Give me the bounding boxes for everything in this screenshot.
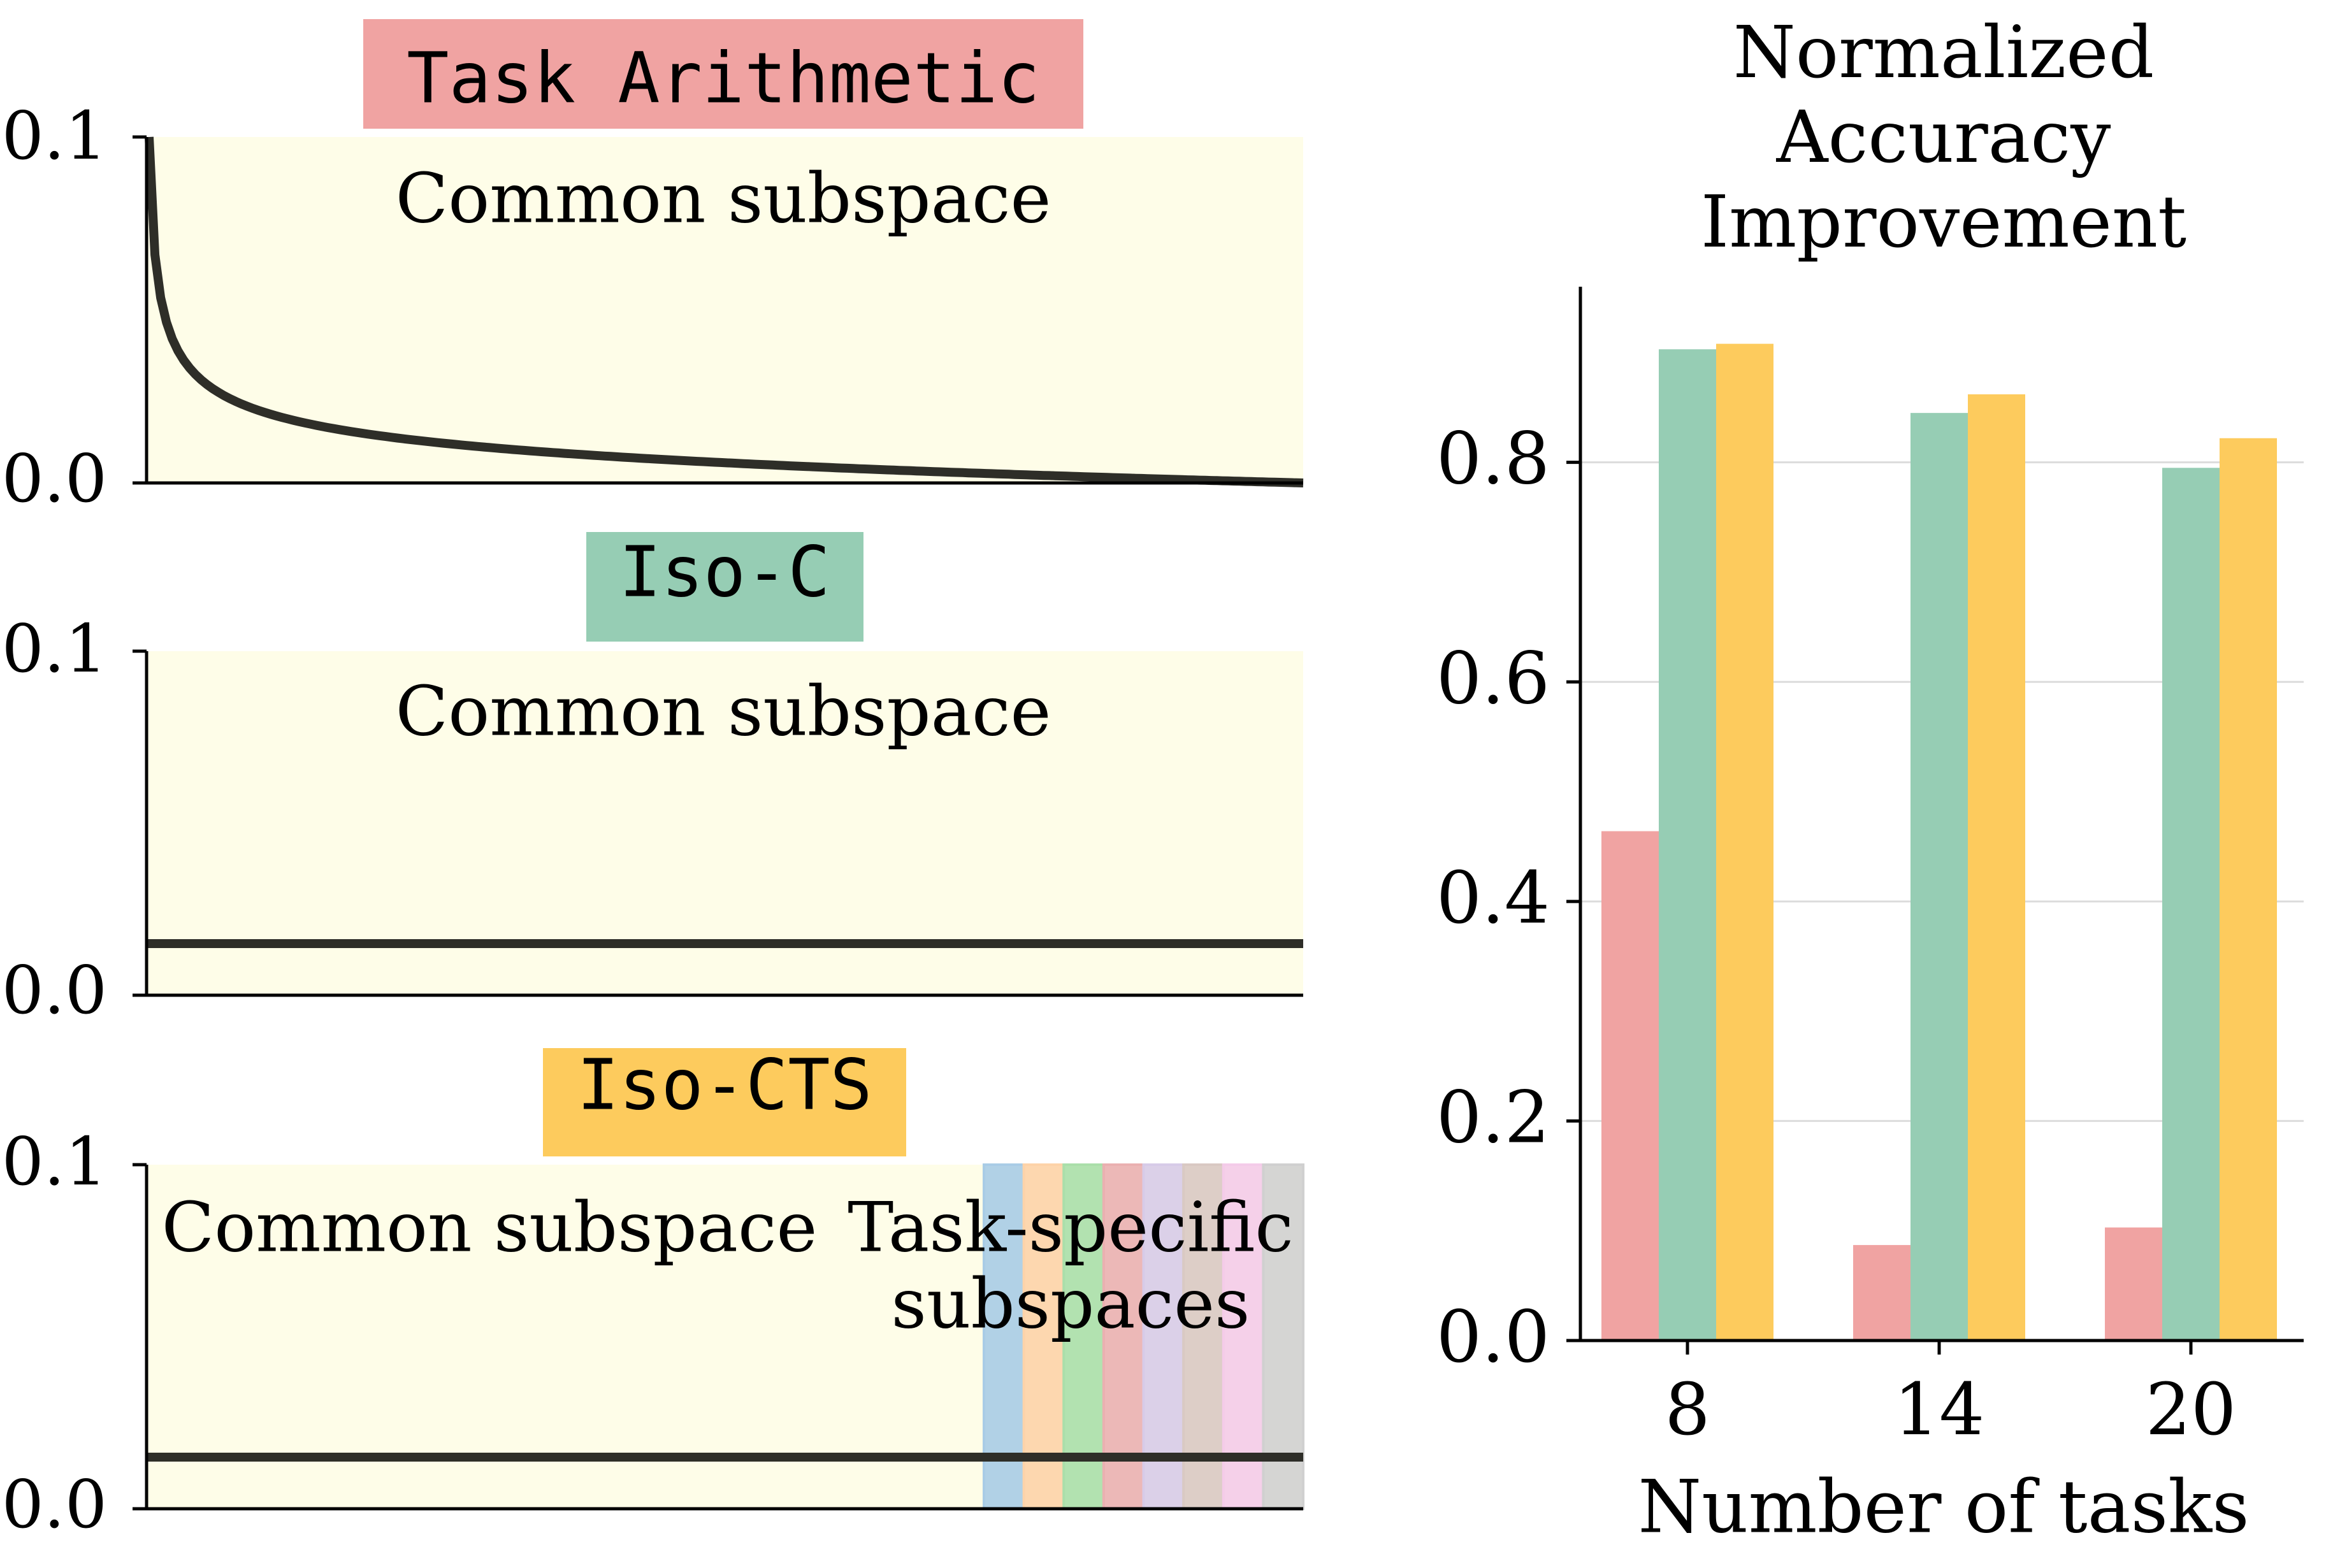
bar (1716, 343, 1773, 1341)
bar-chart: Normalized Accuracy Improvement 0.00.20.… (1436, 11, 2304, 1550)
panel-title: Iso-C (619, 531, 830, 612)
panel-title-badge (363, 19, 1083, 129)
bar (2220, 438, 2277, 1341)
y-tick-label: 0.1 (2, 1123, 107, 1200)
y-tick-label: 0.0 (1436, 1296, 1550, 1379)
x-tick-label: 14 (1894, 1369, 1985, 1451)
x-tick-label: 20 (2146, 1369, 2237, 1451)
panel-iso-cts: Iso-CTS Common subspace Task-specific su… (2, 1044, 1304, 1543)
panel-title-badge (543, 1048, 906, 1156)
chart-title: Improvement (1701, 181, 2186, 264)
y-tick-label: 0.8 (1436, 418, 1550, 501)
bar (1601, 831, 1659, 1341)
common-subspace-label: Common subspace (396, 672, 1051, 751)
y-tick-label: 0.0 (2, 440, 107, 517)
task-subspace-band (983, 1163, 1025, 1510)
common-subspace-label: Common subspace (396, 159, 1051, 238)
bar (1910, 413, 1968, 1341)
y-tick-label: 0.0 (2, 1465, 107, 1543)
task-specific-label: Task-specific (848, 1188, 1294, 1267)
panel-title: Task Arithmetic (407, 37, 1039, 119)
bar (2162, 468, 2220, 1341)
x-tick-label: 8 (1665, 1369, 1710, 1451)
task-subspace-band (1262, 1163, 1304, 1510)
panel-title-badge (586, 532, 863, 642)
y-tick-label: 0.2 (1436, 1076, 1550, 1159)
bar (1853, 1245, 1910, 1341)
common-subspace-region (147, 651, 1303, 995)
y-tick-label: 0.1 (2, 97, 107, 175)
common-subspace-label: Common subspace (162, 1188, 818, 1267)
bar (2105, 1227, 2162, 1341)
y-tick-label: 0.0 (2, 951, 107, 1029)
bars (1601, 343, 2277, 1341)
x-ticks: 8 14 20 (1665, 1341, 2236, 1451)
chart-title: Accuracy (1776, 96, 2111, 179)
panel-title: Iso-CTS (577, 1044, 872, 1125)
y-tick-label: 0.1 (2, 610, 107, 687)
panel-task-arithmetic: Task Arithmetic Common subspace 0.1 0.0 (2, 19, 1304, 517)
y-tick-label: 0.4 (1436, 857, 1550, 940)
y-tick-label: 0.6 (1436, 637, 1550, 720)
chart-title: Normalized (1733, 11, 2155, 94)
task-specific-label: subspaces (892, 1264, 1250, 1344)
bar (1659, 349, 1716, 1341)
panel-iso-c: Iso-C Common subspace 0.1 0.0 (2, 531, 1303, 1029)
x-axis-label: Number of tasks (1638, 1465, 2249, 1550)
spectrum-curve (145, 136, 1304, 487)
bar (1968, 394, 2025, 1341)
y-ticks: 0.0 0.2 0.4 0.6 0.8 (1436, 418, 1580, 1379)
task-specific-subspaces (983, 1163, 1304, 1510)
